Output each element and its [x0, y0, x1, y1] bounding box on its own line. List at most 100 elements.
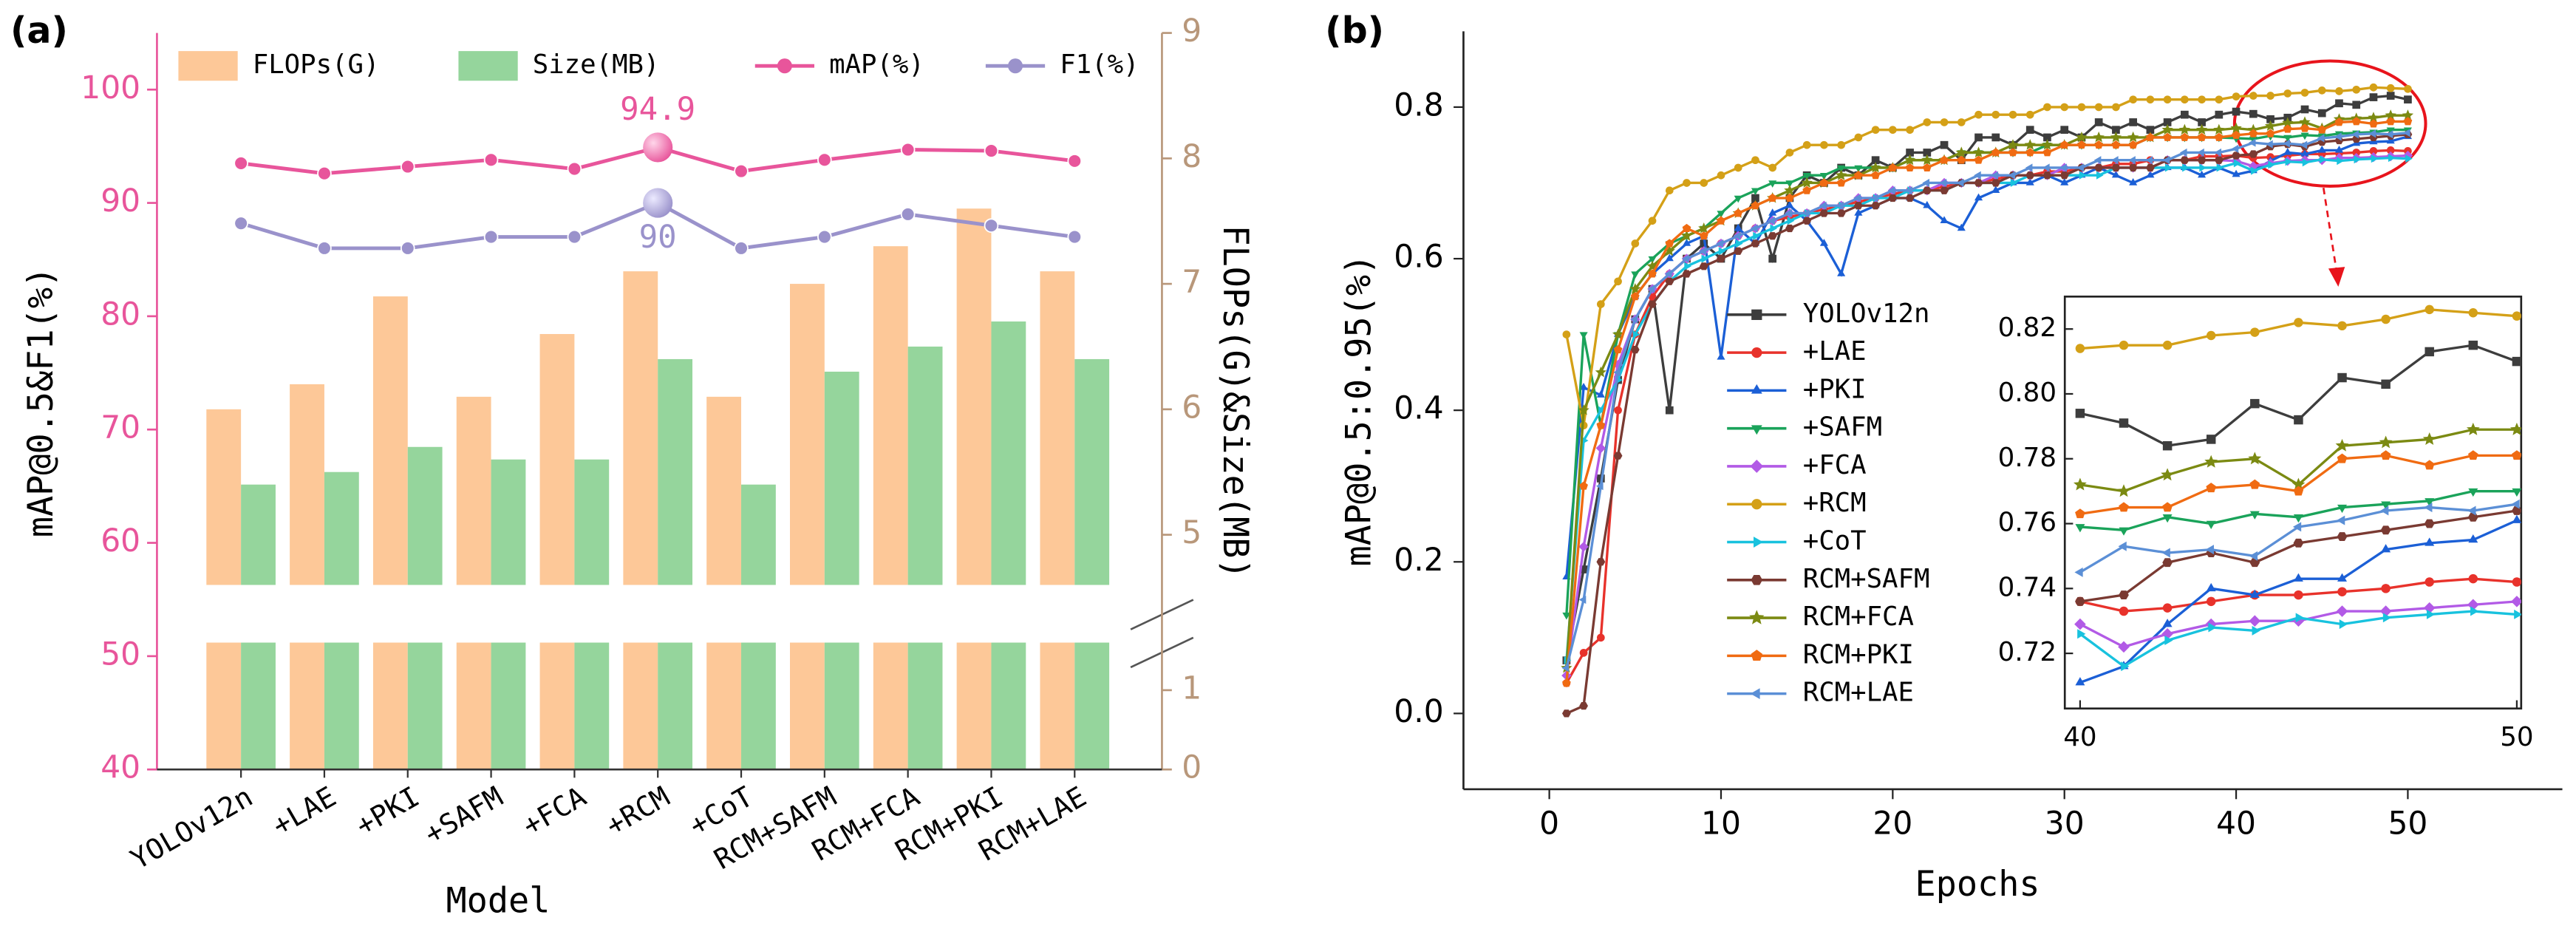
- point: [400, 159, 415, 174]
- point: [1888, 163, 1898, 171]
- point: [2354, 155, 2362, 164]
- point: [2214, 156, 2224, 164]
- bar: [241, 642, 276, 770]
- point: [1871, 171, 1880, 180]
- legend-label: +FCA: [1803, 450, 1867, 480]
- point: [1561, 664, 1570, 673]
- point: [2351, 117, 2361, 126]
- point: [1647, 285, 1655, 293]
- point: [2110, 131, 2122, 143]
- point: [2232, 130, 2241, 139]
- point: [2379, 435, 2393, 449]
- point: [2352, 101, 2361, 109]
- point: [1751, 156, 1759, 165]
- point: [2181, 110, 2189, 119]
- point: [2128, 156, 2136, 165]
- point: [1785, 200, 1794, 208]
- y-tick-label: 100: [81, 69, 140, 106]
- point: [2074, 567, 2083, 577]
- legend-label: Size(MB): [533, 50, 660, 80]
- point: [1974, 155, 1983, 164]
- point: [2468, 340, 2478, 350]
- y-tick-label: 70: [100, 409, 140, 446]
- legend-label: +PKI: [1803, 374, 1867, 404]
- point: [1768, 180, 1777, 188]
- point: [2076, 131, 2088, 143]
- bar: [206, 642, 242, 770]
- point: [2232, 152, 2241, 160]
- point: [1957, 155, 1966, 164]
- point: [1630, 346, 1640, 354]
- point: [2302, 158, 2310, 167]
- point: [1751, 188, 1760, 196]
- point: [1955, 146, 1967, 157]
- bar: [324, 471, 359, 585]
- point: [1940, 216, 1949, 223]
- point: [2283, 89, 2292, 98]
- point: [1596, 421, 1606, 429]
- legend-label: RCM+LAE: [1803, 678, 1914, 708]
- y-axis-label: mAP@0.5:0.95(%): [1340, 254, 1380, 567]
- point: [2299, 116, 2311, 127]
- point: [2512, 450, 2521, 460]
- point: [567, 161, 582, 177]
- bar: [1040, 271, 1075, 585]
- point: [2334, 118, 2344, 126]
- point: [2119, 527, 2129, 536]
- point: [2335, 87, 2343, 95]
- point: [2512, 488, 2521, 497]
- point: [2337, 321, 2347, 331]
- point: [2382, 613, 2392, 623]
- bar: [241, 484, 276, 585]
- point: [567, 229, 582, 245]
- legend-swatch: [178, 51, 238, 81]
- point: [1665, 277, 1674, 285]
- point: [900, 207, 916, 222]
- point: [1648, 256, 1657, 264]
- x-tick-label: +RCM: [600, 780, 675, 842]
- point: [2111, 170, 2120, 178]
- point: [2093, 131, 2105, 143]
- point: [2337, 157, 2344, 166]
- bar: [290, 384, 324, 585]
- point: [2119, 502, 2129, 512]
- point: [2161, 627, 2173, 640]
- point: [1836, 169, 1847, 180]
- point: [1870, 161, 1881, 173]
- data-label: 94.9: [620, 91, 695, 127]
- point: [2369, 119, 2378, 128]
- x-tick-label: +SAFM: [419, 780, 508, 851]
- point: [1751, 201, 1760, 210]
- point: [1067, 154, 1083, 168]
- point: [2512, 356, 2521, 367]
- point: [1768, 193, 1777, 202]
- point: [483, 152, 499, 168]
- point: [2295, 613, 2304, 623]
- point: [1923, 149, 1932, 157]
- legend-swatch: [458, 51, 518, 81]
- bar: [824, 642, 859, 770]
- point: [2162, 502, 2173, 512]
- point: [2404, 95, 2412, 104]
- point: [2075, 677, 2085, 686]
- point: [1701, 254, 1709, 263]
- highlight-point: [643, 188, 673, 218]
- point: [2294, 415, 2303, 425]
- point: [2077, 629, 2086, 639]
- point: [1770, 224, 1778, 233]
- point: [2180, 156, 2190, 164]
- point: [2204, 455, 2218, 468]
- point: [1887, 186, 1895, 195]
- point: [2208, 622, 2217, 633]
- legend-label: mAP(%): [829, 50, 924, 80]
- point: [2422, 432, 2436, 445]
- bar: [372, 296, 408, 585]
- legend-label: +LAE: [1803, 336, 1867, 367]
- point: [1578, 404, 1589, 415]
- point: [984, 218, 999, 234]
- point: [1906, 126, 1914, 135]
- point: [2337, 453, 2348, 463]
- point: [2402, 129, 2410, 137]
- point: [2249, 479, 2260, 489]
- bar: [539, 642, 575, 770]
